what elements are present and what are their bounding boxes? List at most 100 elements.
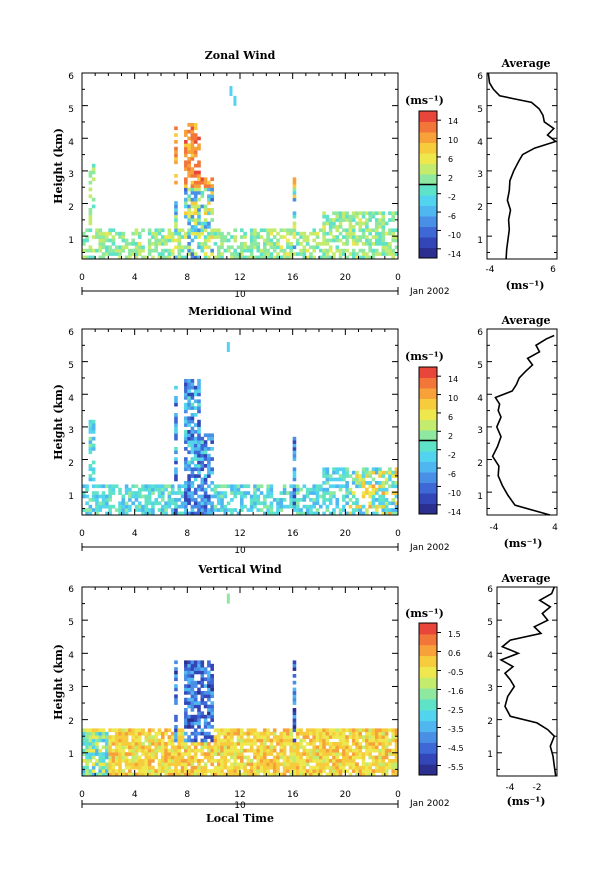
heatmap-cell <box>384 735 389 739</box>
heatmap-cell <box>256 235 261 239</box>
heatmap-cell <box>348 225 353 229</box>
heatmap-cell <box>368 211 372 216</box>
heatmap-cell <box>305 755 310 760</box>
heatmap-cell <box>184 772 188 777</box>
heatmap-cell <box>282 731 287 736</box>
heatmap-cell <box>358 481 363 485</box>
heatmap-cell <box>207 742 211 746</box>
heatmap-cell <box>161 255 165 260</box>
heatmap-cell <box>322 221 326 226</box>
heatmap-cell <box>259 759 264 763</box>
heatmap-cell <box>309 769 313 773</box>
heatmap-cell <box>85 748 89 753</box>
heatmap-cell <box>180 235 185 239</box>
heatmap-cell <box>174 385 178 390</box>
heatmap-cell <box>174 491 178 495</box>
heatmap-cell <box>351 218 356 222</box>
heatmap-cell <box>381 487 386 492</box>
heatmap-cell <box>236 252 241 256</box>
heatmap-cell <box>190 725 195 729</box>
heatmap-cell <box>279 228 284 233</box>
heatmap-cell <box>249 238 254 243</box>
heatmap-cell <box>230 235 234 239</box>
heatmap-cell <box>174 759 178 763</box>
heatmap-cell <box>394 748 399 753</box>
heatmap-cell <box>292 474 297 478</box>
heatmap-cell <box>88 228 93 233</box>
heatmap-cell <box>226 231 231 236</box>
heatmap-cell <box>381 484 386 489</box>
heatmap-cell <box>88 752 93 756</box>
heatmap-cell <box>272 735 277 739</box>
heatmap-cell <box>190 143 195 148</box>
heatmap-cell <box>131 501 135 506</box>
heatmap-cell <box>154 484 159 489</box>
heatmap-cell <box>328 731 333 736</box>
heatmap-cell <box>374 738 379 743</box>
heatmap-cell <box>105 731 109 736</box>
heatmap-cell <box>95 772 99 777</box>
heatmap-cell <box>157 231 162 236</box>
heatmap-cell <box>391 228 396 233</box>
heatmap-cell <box>374 511 379 516</box>
heatmap-cell <box>332 491 336 495</box>
heatmap-cell <box>197 718 201 722</box>
y-tick-label: 3 <box>68 426 74 436</box>
heatmap-cell <box>207 221 211 226</box>
heatmap-cell <box>193 385 198 390</box>
heatmap-cell <box>374 242 379 246</box>
heatmap-cell <box>226 508 231 512</box>
heatmap-cell <box>322 248 326 253</box>
heatmap-cell <box>190 157 195 161</box>
heatmap-cell <box>338 508 343 512</box>
heatmap-cell <box>210 704 214 709</box>
heatmap-cell <box>315 242 320 246</box>
heatmap-cell <box>128 248 132 253</box>
heatmap-cell <box>118 487 122 492</box>
heatmap-cell <box>141 504 145 509</box>
heatmap-cell <box>381 728 386 733</box>
heatmap-cell <box>292 440 297 444</box>
heatmap-cell <box>391 238 396 243</box>
heatmap-cell <box>263 494 267 499</box>
heatmap-cell <box>305 762 310 767</box>
heatmap-cell <box>279 742 284 746</box>
heatmap-cell <box>197 218 201 222</box>
heatmap-cell <box>207 731 211 736</box>
heatmap-cell <box>292 447 297 451</box>
heatmap-cell <box>259 731 264 736</box>
heatmap-cell <box>174 180 178 185</box>
zonal-cbar-unit: (ms⁻¹) <box>405 94 444 107</box>
heatmap-cell <box>190 379 195 383</box>
heatmap-cell <box>368 769 372 773</box>
heatmap-cell <box>342 211 346 216</box>
heatmap-cell <box>197 670 201 675</box>
heatmap-cell <box>292 762 297 767</box>
colorbar-swatch <box>419 709 437 722</box>
heatmap-cell <box>348 504 353 509</box>
heatmap-cell <box>345 745 349 750</box>
heatmap-cell <box>384 752 389 756</box>
heatmap-cell <box>309 731 313 736</box>
heatmap-cell <box>101 242 106 246</box>
heatmap-cell <box>210 436 214 441</box>
heatmap-cell <box>243 504 247 509</box>
heatmap-cell <box>342 738 346 743</box>
heatmap-cell <box>184 752 188 756</box>
colorbar-swatch <box>419 237 437 248</box>
heatmap-cell <box>190 140 195 144</box>
heatmap-cell <box>197 221 201 226</box>
heatmap-cell <box>157 508 162 512</box>
heatmap-cell <box>190 714 195 719</box>
heatmap-cell <box>351 238 356 243</box>
heatmap-cell <box>210 711 214 716</box>
heatmap-cell <box>203 184 208 188</box>
heatmap-cell <box>263 504 267 509</box>
y-tick-label: 1 <box>477 236 483 246</box>
heatmap-cell <box>388 484 392 489</box>
heatmap-cell <box>147 772 152 777</box>
heatmap-cell <box>361 745 366 750</box>
heatmap-cell <box>187 245 191 250</box>
heatmap-cell <box>256 484 261 489</box>
heatmap-cell <box>216 484 221 489</box>
